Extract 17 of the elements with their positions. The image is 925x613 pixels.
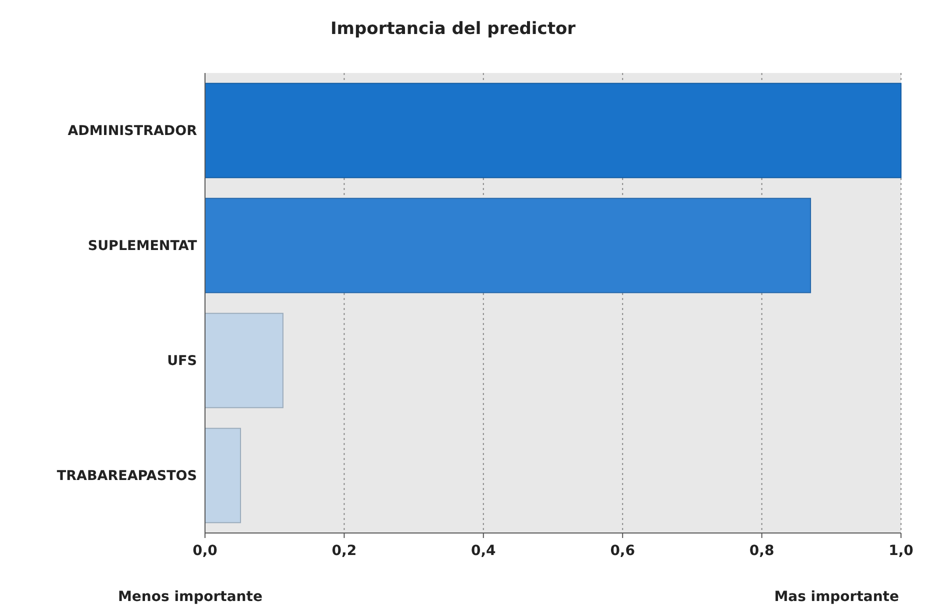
y-tick-label: SUPLEMENTAT (88, 238, 198, 254)
x-tick-label: 0,0 (192, 543, 218, 559)
text: Mas importante (774, 589, 899, 605)
text: Menos importante (118, 589, 262, 605)
bar (204, 198, 812, 294)
bar (204, 312, 284, 408)
y-tick-label: ADMINISTRADOR (68, 123, 198, 140)
bar (204, 82, 902, 178)
x-tick-label: 0,6 (610, 543, 636, 559)
y-tick-label: UFS (167, 353, 197, 370)
x-tick-label: 0,2 (332, 543, 357, 559)
x-tick-label: 0,8 (749, 543, 774, 559)
bar (204, 428, 241, 524)
x-tick-label: 1,0 (888, 543, 914, 559)
chart-title: Importancia del predictor (330, 19, 576, 39)
x-tick-label: 0,4 (470, 543, 496, 559)
y-tick-label: TRABAREAPASTOS (56, 468, 197, 484)
